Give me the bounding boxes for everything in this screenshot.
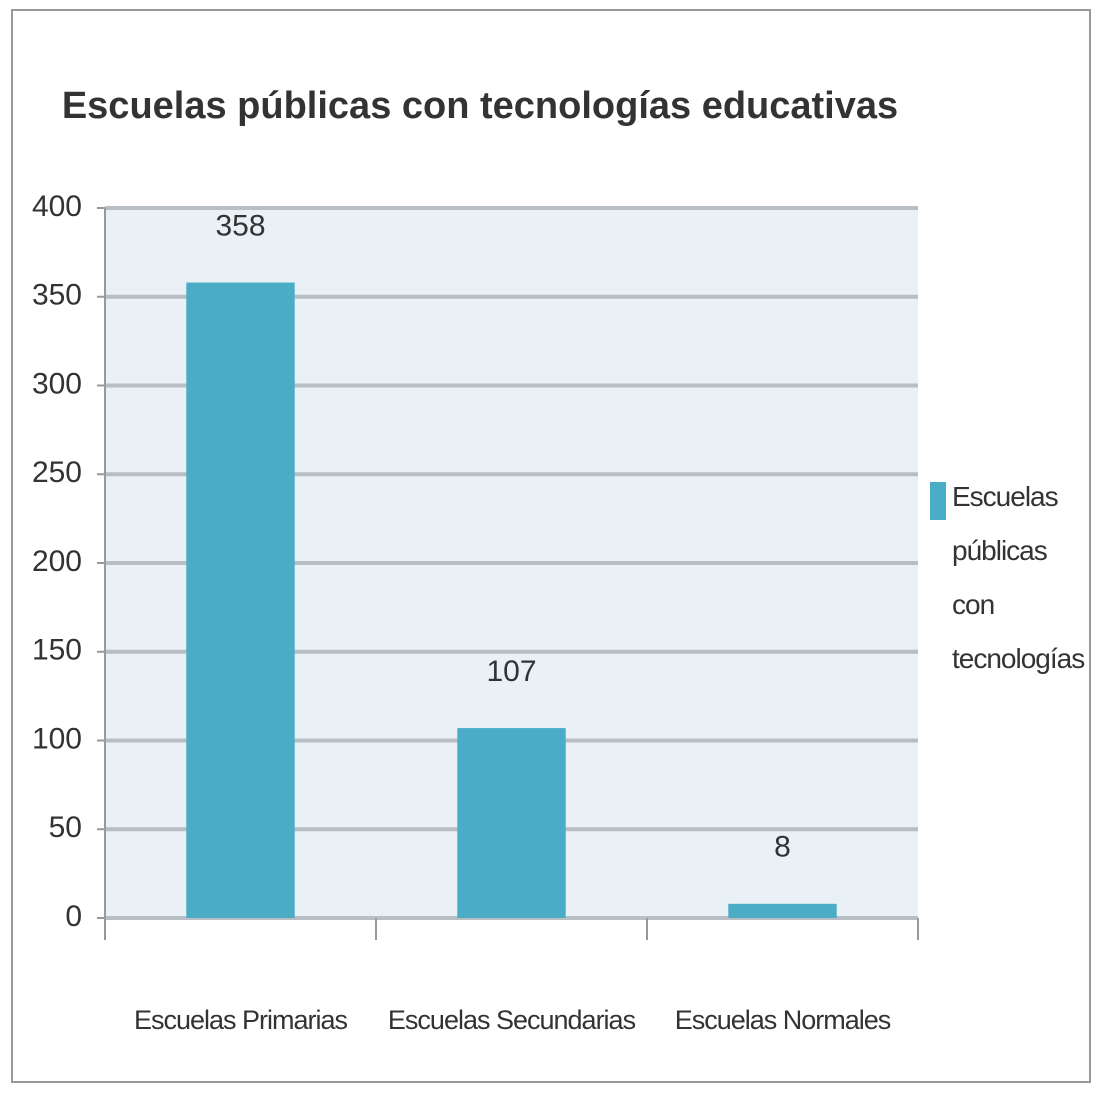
legend-label: Escuelas públicas con tecnologías	[952, 481, 1085, 674]
y-tick-label: 250	[32, 456, 82, 489]
y-tick-label: 350	[32, 279, 82, 312]
y-tick-label: 200	[32, 545, 82, 578]
value-label: 8	[774, 831, 791, 864]
legend: Escuelas públicas con tecnologías	[930, 470, 1090, 686]
value-label: 107	[486, 655, 536, 688]
y-tick-label: 0	[65, 900, 82, 933]
bar	[186, 282, 295, 918]
y-tick-label: 400	[32, 190, 82, 223]
value-label: 358	[215, 209, 265, 242]
y-tick-label: 300	[32, 367, 82, 400]
y-tick-label: 50	[49, 811, 82, 844]
bar	[728, 903, 837, 918]
legend-swatch	[930, 482, 946, 520]
y-tick-label: 150	[32, 634, 82, 667]
x-tick-label: Escuelas Primarias	[134, 1005, 348, 1035]
chart-title: Escuelas públicas con tecnologías educat…	[62, 85, 898, 127]
bar	[457, 728, 566, 918]
x-tick-label: Escuelas Normales	[675, 1005, 891, 1035]
y-tick-label: 100	[32, 722, 82, 755]
x-tick-label: Escuelas Secundarias	[388, 1005, 636, 1035]
